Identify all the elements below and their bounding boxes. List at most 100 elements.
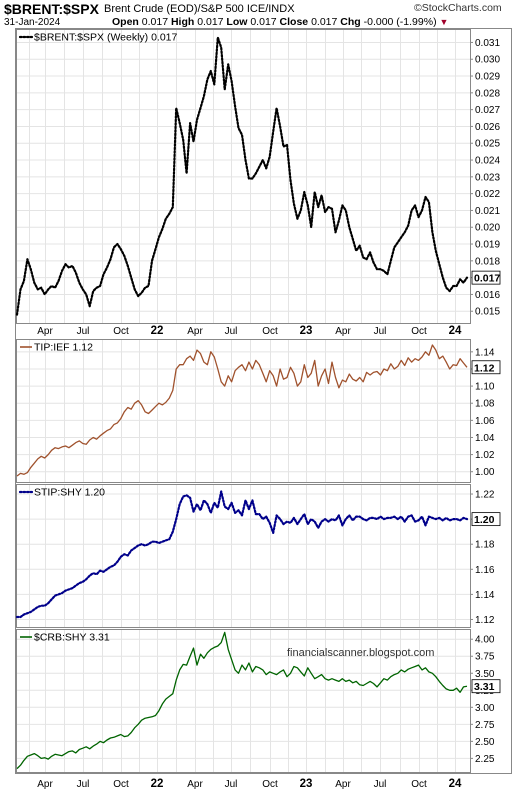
y-tick-label: 0.020: [475, 223, 500, 234]
x-tick-label: Oct: [411, 326, 427, 337]
stockcharts-attribution[interactable]: ©StockCharts.com: [414, 2, 502, 14]
series-line: [15, 490, 469, 619]
high-label: High: [170, 16, 195, 28]
x-tick-label: 22: [151, 325, 164, 337]
y-tick-label: 0.028: [475, 88, 500, 99]
tip-ief-panel: 1.001.021.041.061.081.101.121.141.12TIP:…: [16, 339, 501, 483]
y-tick-label: 3.50: [475, 669, 495, 680]
chart-date: 31-Jan-2024: [4, 17, 61, 28]
y-tick-label: 1.02: [475, 450, 495, 461]
last-value-tag: [471, 270, 501, 285]
x-tick-label: Jul: [77, 326, 90, 337]
x-tick-label: Oct: [411, 779, 427, 790]
y-tick-label: 1.14: [475, 590, 495, 601]
legend-label: $BRENT:$SPX (Weekly) 0.017: [34, 32, 178, 44]
x-tick-label: Apr: [335, 326, 351, 337]
y-tick-label: 0.025: [475, 139, 500, 150]
y-tick-label: 0.021: [475, 206, 500, 217]
panel-border: [16, 484, 471, 628]
brent-spx-panel: 0.015 0.016 0.017 0.018 0.019 0.020 0.021 0.022…: [15, 29, 501, 337]
x-tick-label: Jul: [374, 326, 387, 337]
y-tick-label: 1.16: [475, 565, 495, 576]
ohlc-readout: Open 0.017 High 0.017 Low 0.017 Close 0.…: [112, 16, 448, 28]
series-line: [16, 344, 468, 477]
down-arrow-icon: ▼: [439, 17, 449, 27]
x-tick-label: 23: [300, 778, 313, 790]
y-tick-label: 2.50: [475, 737, 495, 748]
low-label: Low: [226, 16, 248, 28]
x-tick-label: Jul: [374, 779, 387, 790]
x-tick-label: Jul: [77, 779, 90, 790]
x-tick-label: Jul: [225, 779, 238, 790]
chart-frame: [15, 28, 512, 774]
panel-border: [16, 339, 471, 483]
crb-shy-panel: 2.252.502.753.003.253.503.754.003.31$CRB…: [16, 629, 501, 790]
y-tick-label: 0.029: [475, 72, 500, 83]
y-tick-label: 0.024: [475, 156, 500, 167]
series-line: [15, 36, 469, 316]
legend-label: STIP:SHY 1.20: [34, 487, 105, 499]
x-tick-label: Apr: [335, 779, 351, 790]
last-value-tag: [471, 360, 501, 375]
y-tick-label: 0.015: [475, 307, 500, 318]
y-tick-label: 3.75: [475, 652, 495, 663]
y-tick-label: 0.031: [475, 38, 500, 49]
y-tick-label: 0.030: [475, 55, 500, 66]
y-tick-label: 0.027: [475, 105, 500, 116]
x-tick-label: Oct: [262, 779, 278, 790]
y-tick-label: 1.18: [475, 540, 495, 551]
chart-description: Brent Crude (EOD)/S&P 500 ICE/INDX: [104, 3, 295, 15]
y-tick-label: 1.04: [475, 433, 495, 444]
y-tick-label: 0.023: [475, 172, 500, 183]
low-value: 0.017: [250, 16, 277, 28]
x-tick-label: Jul: [225, 326, 238, 337]
close-label: Close: [279, 16, 309, 28]
open-value: 0.017: [141, 16, 169, 28]
x-tick-label: 24: [449, 778, 462, 790]
x-tick-label: Apr: [187, 779, 203, 790]
y-tick-label: 1.00: [475, 467, 495, 478]
legend-label: $CRB:SHY 3.31: [34, 632, 110, 644]
x-tick-label: 22: [151, 778, 164, 790]
x-tick-label: 24: [449, 325, 462, 337]
y-tick-label: 3.00: [475, 703, 495, 714]
last-value-label: 3.31: [474, 681, 495, 693]
chg-label: Chg: [340, 16, 361, 28]
y-tick-label: 2.25: [475, 754, 495, 765]
y-tick-label: 0.026: [475, 122, 500, 133]
x-tick-label: Apr: [187, 326, 203, 337]
y-tick-label: 1.14: [475, 347, 495, 358]
chart-symbol: $BRENT:$SPX: [4, 1, 99, 17]
last-value-label: 0.017: [474, 273, 500, 285]
last-value-label: 1.12: [474, 362, 495, 374]
x-tick-label: Oct: [113, 779, 129, 790]
panel-border: [16, 629, 471, 773]
last-value-label: 1.20: [474, 514, 495, 526]
y-tick-label: 0.022: [475, 189, 500, 200]
x-tick-label: Oct: [113, 326, 129, 337]
legend-label: TIP:IEF 1.12: [34, 342, 93, 354]
close-value: 0.017: [311, 16, 338, 28]
last-value-tag: [471, 679, 501, 694]
y-tick-label: 1.08: [475, 399, 495, 410]
x-tick-label: Oct: [262, 326, 278, 337]
y-tick-label: 0.018: [475, 256, 500, 267]
y-tick-label: 4.00: [475, 635, 495, 646]
y-tick-label: 1.06: [475, 416, 495, 427]
open-label: Open: [112, 16, 139, 28]
blog-watermark: financialscanner.blogspot.com: [287, 647, 435, 659]
y-tick-label: 0.016: [475, 290, 500, 301]
x-tick-label: Apr: [37, 779, 53, 790]
x-tick-label: 23: [300, 325, 313, 337]
last-value-tag: [471, 512, 501, 527]
high-value: 0.017: [197, 16, 224, 28]
y-tick-label: 0.019: [475, 240, 500, 251]
y-tick-label: 2.75: [475, 720, 495, 731]
chg-value: -0.000 (-1.99%): [363, 16, 437, 28]
y-tick-label: 1.10: [475, 382, 495, 393]
y-tick-label: 1.12: [475, 615, 495, 626]
series-line: [16, 631, 468, 770]
y-tick-label: 1.22: [475, 490, 495, 501]
